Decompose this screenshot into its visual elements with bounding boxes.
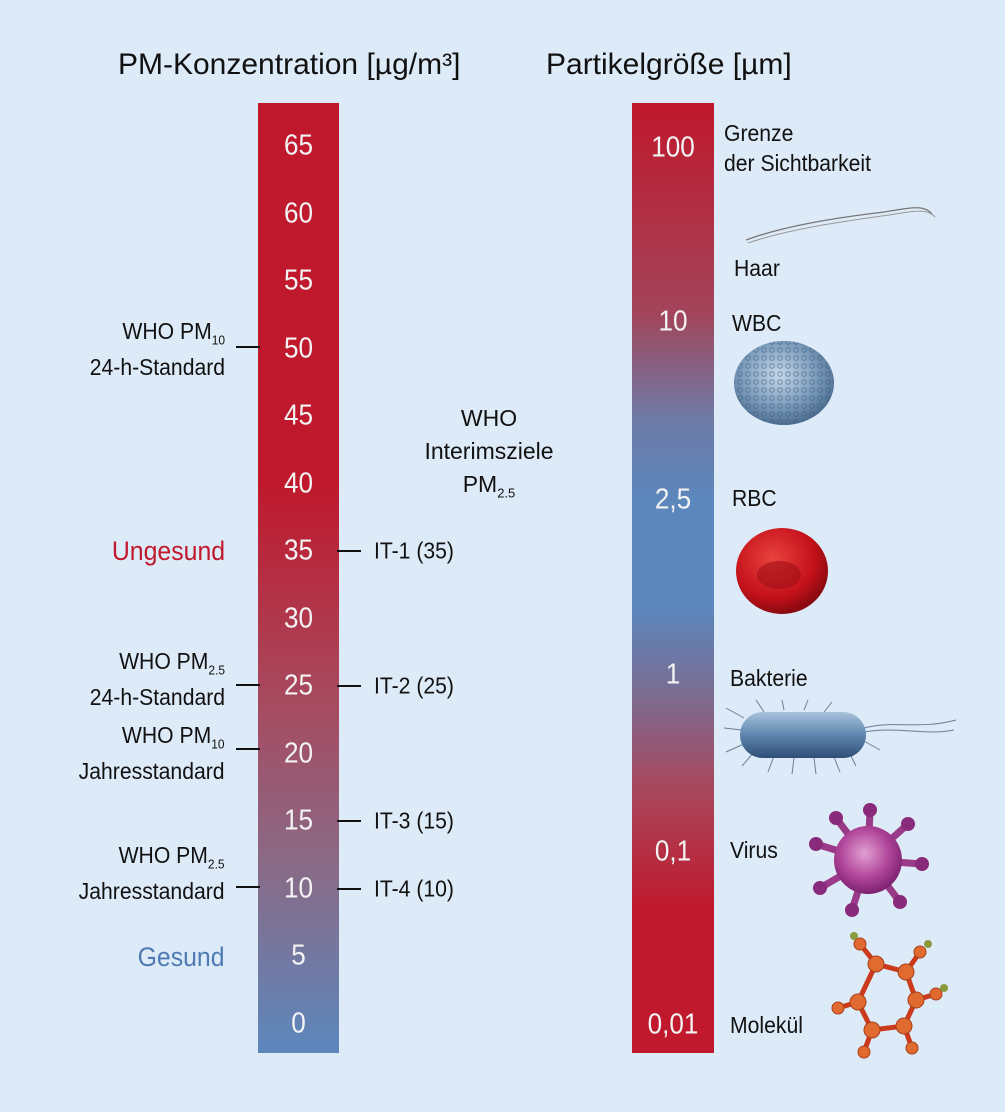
left-tick-label: 50 [283, 332, 314, 365]
left-tick-label: 60 [283, 197, 314, 230]
interim-target-line [337, 820, 361, 823]
left-tick-label: 55 [283, 264, 314, 297]
right-title: Partikelgröße [µm] [546, 48, 792, 81]
interim-target-line [337, 685, 361, 688]
who-pm25-24h-label: WHO PM2.5 24-h-Standard [89, 648, 225, 710]
left-tick-label: 20 [283, 737, 314, 770]
left-tick-label: 65 [283, 129, 314, 162]
left-tick-label: 10 [283, 872, 314, 905]
who-pm25-year-label: WHO PM2.5 Jahresstandard [79, 842, 225, 904]
virus-icon [809, 803, 929, 917]
right-tick-label: 10 [658, 305, 688, 338]
left-tick-label: 35 [283, 534, 314, 567]
who-pm10-year-label: WHO PM10 Jahresstandard [79, 722, 225, 784]
bacteria-label: Bakterie [730, 665, 808, 691]
interim-target-label: IT-3 (15) [374, 807, 454, 834]
hair-label: Haar [734, 255, 780, 281]
bacterium-icon [723, 699, 957, 775]
right-tick-label: 0,01 [647, 1008, 699, 1041]
interim-target-line [337, 550, 361, 553]
molecule-icon [831, 932, 948, 1059]
visibility-limit-label: Grenze der Sichtbarkeit [724, 120, 872, 176]
unhealthy-label: Ungesund [111, 536, 225, 566]
wbc-label: WBC [732, 310, 782, 336]
who-pm10-year-line [236, 748, 260, 750]
interim-target-line [337, 887, 361, 890]
virus-label: Virus [730, 837, 778, 863]
interim-target-label: IT-1 (35) [374, 537, 454, 564]
red-blood-cell-icon [736, 528, 828, 614]
left-tick-label: 40 [283, 467, 314, 500]
left-tick-label: 5 [291, 939, 306, 972]
interim-target-label: IT-4 (10) [374, 875, 454, 902]
who-pm25-year-line [236, 886, 260, 888]
pm-concentration-bar [258, 103, 339, 1053]
interim-target-label: IT-2 (25) [374, 672, 454, 699]
particle-size-bar [632, 103, 714, 1053]
molecule-label: Molekül [730, 1012, 803, 1038]
right-tick-label: 100 [651, 131, 695, 164]
left-tick-label: 45 [283, 399, 314, 432]
white-blood-cell-icon [734, 341, 834, 425]
right-tick-label: 1 [665, 658, 681, 691]
left-tick-label: 15 [283, 804, 314, 837]
right-tick-label: 0,1 [654, 835, 692, 868]
left-title: PM-Konzentration [µg/m³] [118, 48, 461, 81]
who-pm25-24h-line [236, 684, 260, 686]
left-tick-label: 0 [291, 1007, 306, 1040]
left-tick-label: 30 [283, 602, 314, 635]
who-pm10-24h-line [236, 346, 260, 348]
interim-targets-header: WHO Interimsziele PM2.5 [424, 405, 554, 501]
healthy-label: Gesund [137, 942, 225, 972]
hair-icon [745, 207, 936, 244]
who-pm10-24h-label: WHO PM10 24-h-Standard [89, 318, 225, 380]
left-tick-label: 25 [283, 669, 314, 702]
rbc-label: RBC [732, 485, 777, 511]
right-tick-label: 2,5 [654, 483, 692, 516]
